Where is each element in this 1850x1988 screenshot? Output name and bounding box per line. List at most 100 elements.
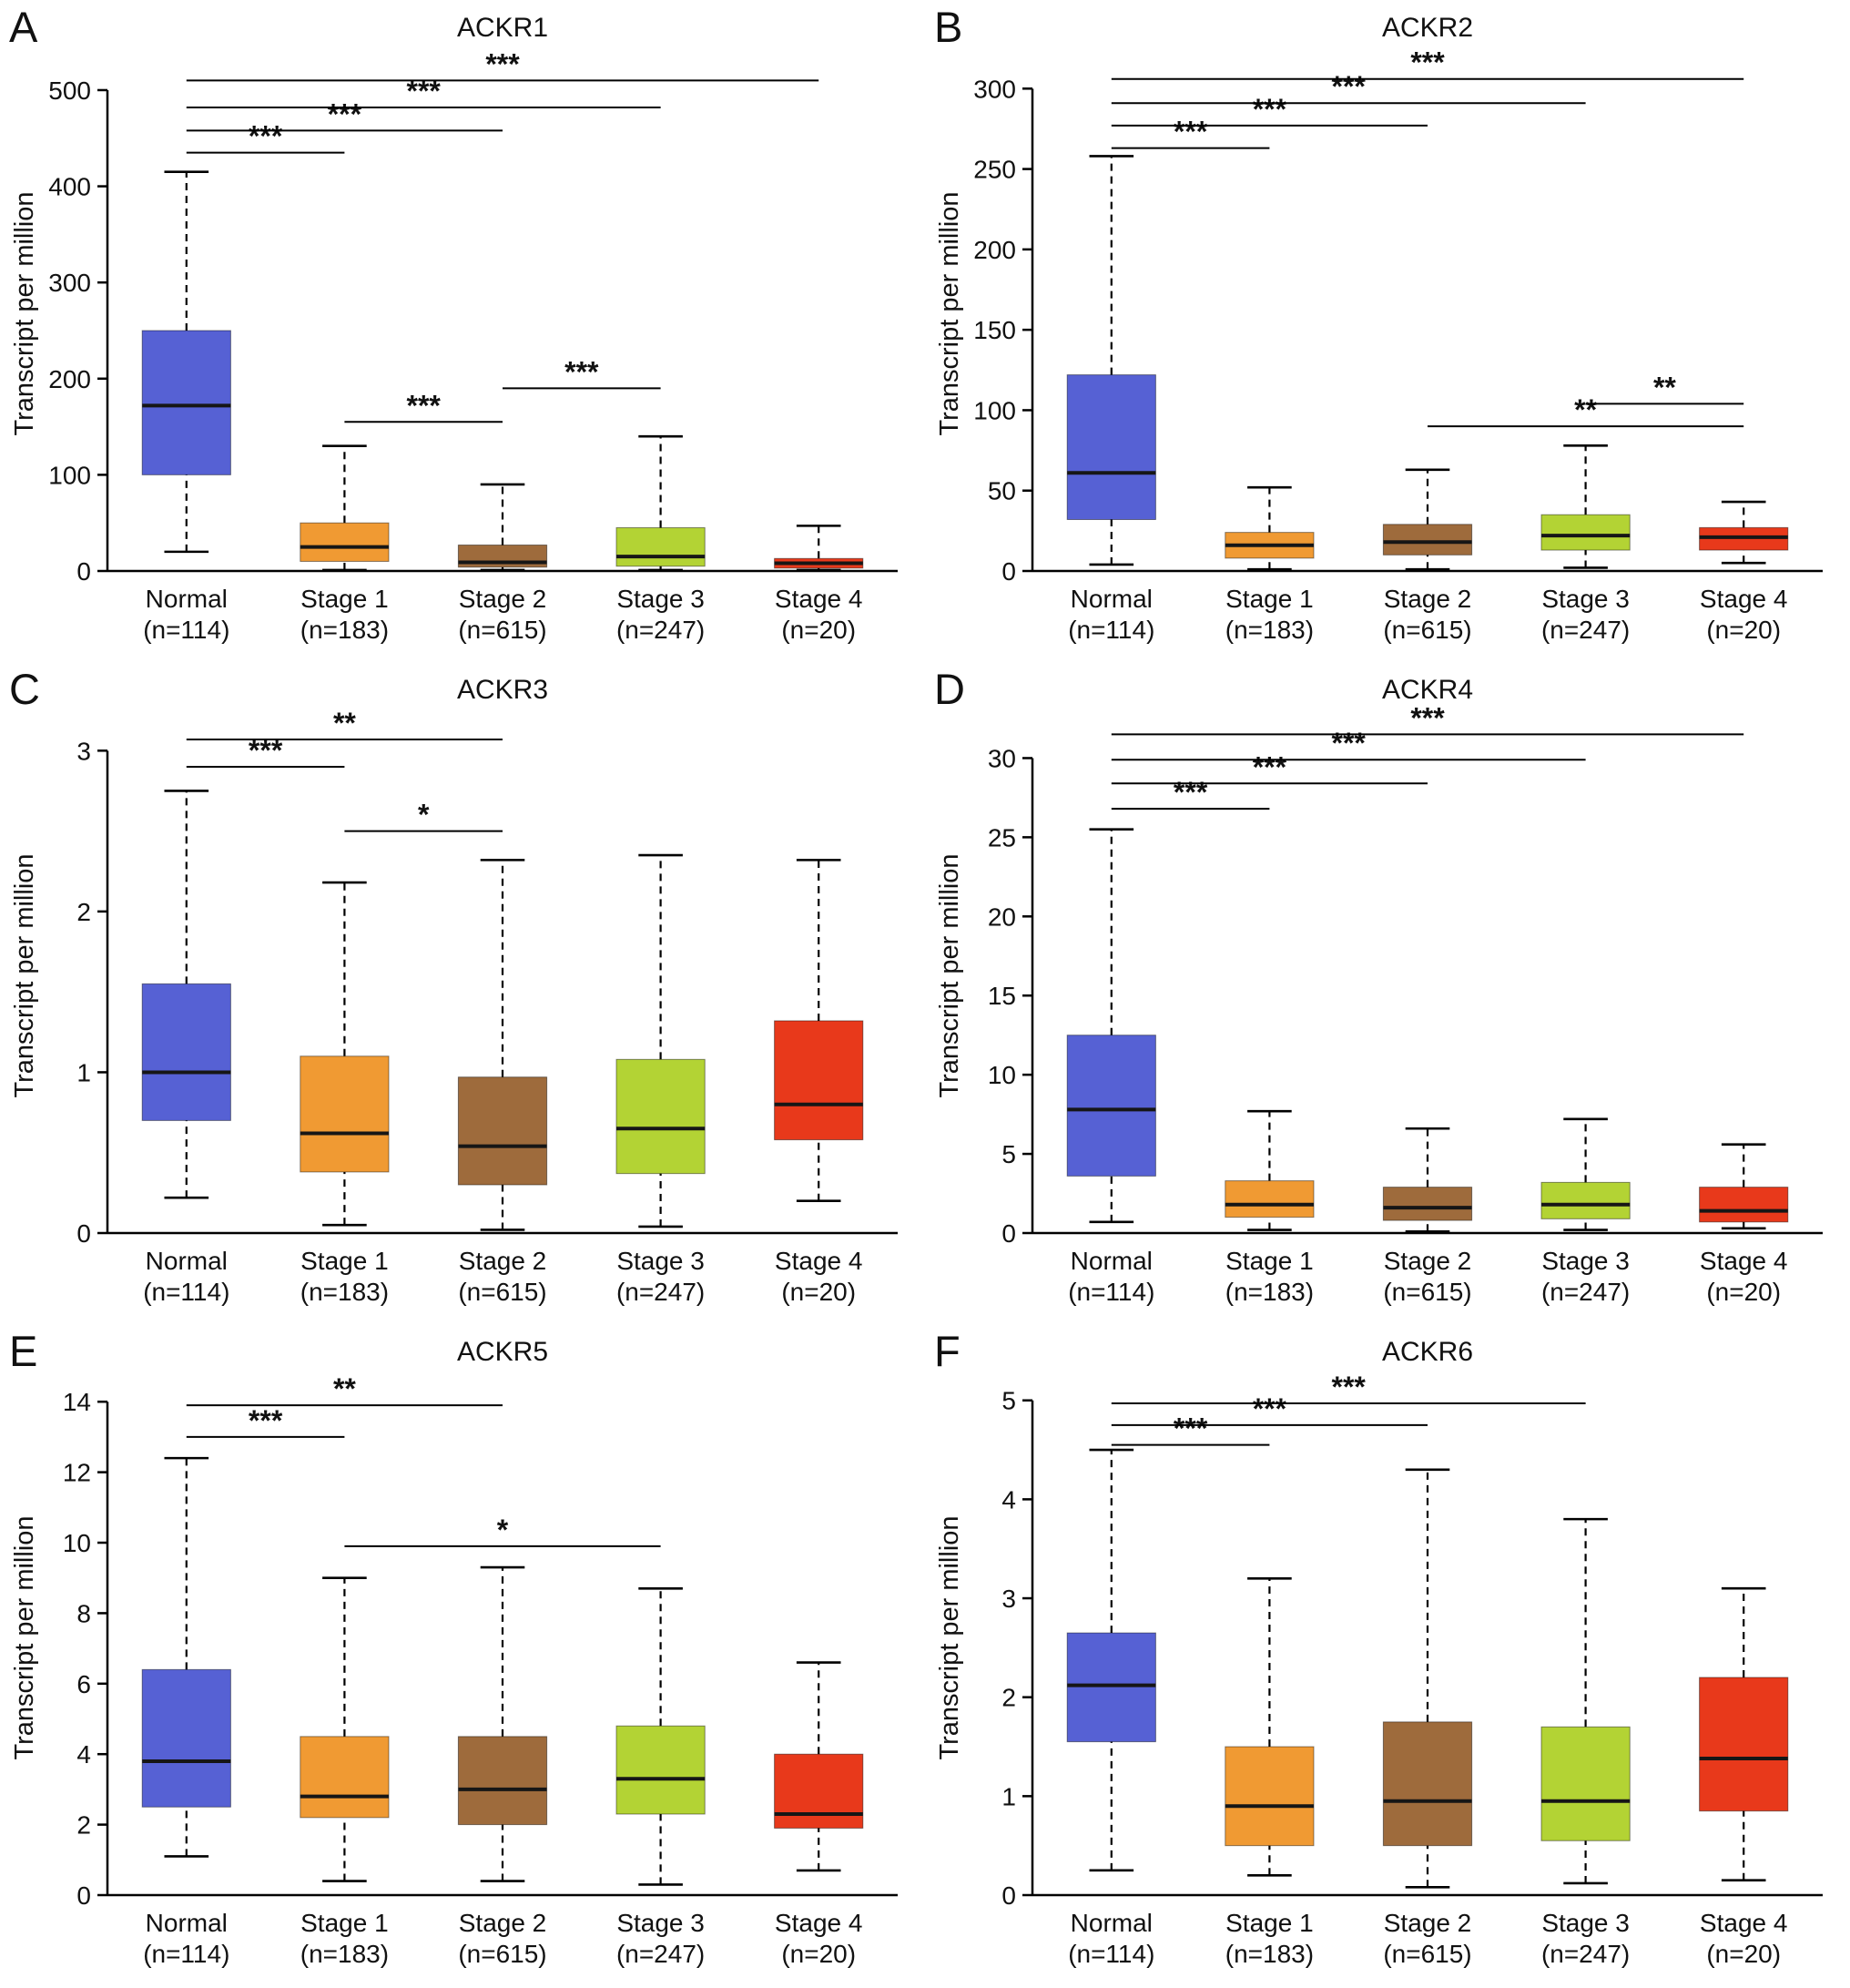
y-tick-label: 10 [63, 1529, 91, 1557]
category-label: Stage 2 [459, 585, 547, 613]
significance-stars: *** [1410, 46, 1445, 79]
significance-stars: *** [249, 120, 283, 153]
box-stage-4 [1699, 500, 1789, 565]
box-stage-4 [1699, 1143, 1789, 1230]
y-tick-label: 0 [1001, 557, 1016, 586]
significance-stars: ** [1653, 371, 1676, 403]
panel-ackr5: E ACKR5 Transcript per million 0 2 4 6 8 10 12 14… [0, 1324, 925, 1986]
box-stage-4 [774, 859, 864, 1202]
category-n-label: (n=183) [300, 1278, 389, 1306]
category-n-label: (n=114) [143, 616, 229, 644]
category-n-label: (n=615) [458, 1940, 546, 1968]
significance-stars: ** [1574, 393, 1597, 426]
y-tick-label: 2 [76, 898, 91, 926]
y-tick-label: 300 [973, 75, 1016, 103]
y-tick-label: 50 [988, 477, 1016, 505]
category-label: Stage 3 [616, 1247, 705, 1275]
y-axis-label: Transcript per million [935, 191, 964, 435]
y-tick-label: 14 [63, 1388, 91, 1416]
iqr-box [1699, 1187, 1789, 1223]
category-label: Stage 1 [300, 1247, 389, 1275]
y-tick-label: 4 [1001, 1485, 1016, 1514]
y-tick-label: 100 [48, 461, 91, 489]
category-n-label: (n=183) [300, 616, 389, 644]
y-tick-label: 1 [76, 1058, 91, 1086]
y-tick-label: 150 [973, 316, 1016, 344]
boxplot-ackr2: ACKR2 Transcript per million 0 50 100 150 200 2… [935, 13, 1823, 644]
category-n-label: (n=247) [616, 1940, 705, 1968]
boxplot-ackr4: ACKR4 Transcript per million 0 5 10 15 20 25 30 N… [935, 675, 1823, 1306]
box-normal [141, 170, 231, 554]
significance-stars: *** [1410, 701, 1445, 734]
box-stage-3 [1540, 1517, 1631, 1885]
category-label: Stage 4 [775, 1909, 863, 1937]
box-stage-3 [615, 1587, 706, 1886]
category-label: Stage 3 [1541, 1247, 1630, 1275]
y-tick-label: 5 [1001, 1387, 1016, 1415]
y-tick-label: 200 [973, 236, 1016, 264]
significance-stars: *** [407, 389, 442, 422]
panel-letter-e: E [9, 1327, 38, 1375]
box-stage-3 [615, 853, 706, 1228]
significance-stars: *** [1332, 70, 1367, 103]
iqr-box [1540, 1726, 1631, 1841]
y-tick-label: 8 [76, 1599, 91, 1627]
iqr-box [300, 522, 390, 562]
iqr-box [141, 330, 231, 475]
category-label: Stage 3 [616, 1909, 705, 1937]
y-tick-label: 250 [973, 156, 1016, 184]
box-stage-1 [1225, 1577, 1315, 1877]
category-label: Stage 4 [1700, 1909, 1788, 1937]
category-n-label: (n=20) [781, 1278, 856, 1306]
chart-title: ACKR2 [1382, 13, 1473, 43]
category-n-label: (n=615) [1383, 1940, 1471, 1968]
significance-stars: *** [1174, 116, 1208, 148]
panel-ackr1: A ACKR1 Transcript per million 0 100 200 300 4… [0, 0, 925, 662]
boxplot-ackr3: ACKR3 Transcript per million 0 1 2 3 Normal (n=… [10, 675, 898, 1306]
category-n-label: (n=114) [143, 1940, 229, 1968]
y-tick-label: 300 [48, 269, 91, 297]
category-label: Stage 2 [459, 1247, 547, 1275]
box-stage-2 [457, 859, 548, 1231]
iqr-box [457, 1736, 548, 1826]
category-label: Stage 2 [1384, 1247, 1472, 1275]
category-n-label: (n=183) [1225, 1940, 1314, 1968]
category-n-label: (n=615) [458, 616, 546, 644]
significance-stars: *** [1253, 93, 1287, 126]
chart-title: ACKR5 [457, 1337, 548, 1367]
chart-title: ACKR6 [1382, 1337, 1473, 1367]
box-normal [141, 1456, 231, 1858]
iqr-box [1066, 374, 1156, 520]
iqr-box [615, 526, 706, 567]
panel-ackr3: C ACKR3 Transcript per million 0 1 2 3 Normal (… [0, 662, 925, 1324]
iqr-box [1382, 524, 1473, 556]
box-stage-4 [1699, 1586, 1789, 1882]
category-label: Stage 1 [300, 1909, 389, 1937]
category-label: Normal [146, 1909, 228, 1937]
chart-title: ACKR1 [457, 13, 548, 43]
box-stage-3 [1540, 1117, 1631, 1231]
category-label: Stage 1 [300, 585, 389, 613]
boxplot-ackr6: ACKR6 Transcript per million 0 1 2 3 4 5 Normal (… [935, 1337, 1823, 1968]
y-axis-label: Transcript per million [935, 1515, 964, 1759]
iqr-box [1540, 1181, 1631, 1219]
y-tick-label: 0 [1001, 1881, 1016, 1910]
y-tick-label: 2 [1001, 1684, 1016, 1712]
significance-stars: *** [407, 75, 442, 107]
iqr-box [141, 1668, 231, 1808]
category-n-label: (n=183) [1225, 1278, 1314, 1306]
iqr-box [774, 1020, 864, 1141]
category-n-label: (n=247) [616, 616, 705, 644]
iqr-box [1382, 1721, 1473, 1847]
boxplot-ackr1: ACKR1 Transcript per million 0 100 200 300 400… [10, 13, 898, 644]
y-tick-label: 25 [988, 823, 1016, 851]
category-label: Stage 3 [1541, 1909, 1630, 1937]
significance-stars: *** [485, 47, 520, 80]
iqr-box [615, 1058, 706, 1175]
box-stage-2 [1382, 1468, 1473, 1889]
box-stage-2 [1382, 1127, 1473, 1233]
box-normal [1066, 1448, 1156, 1872]
significance-stars: *** [1174, 1412, 1208, 1445]
box-stage-4 [774, 525, 864, 572]
category-n-label: (n=247) [1541, 616, 1630, 644]
